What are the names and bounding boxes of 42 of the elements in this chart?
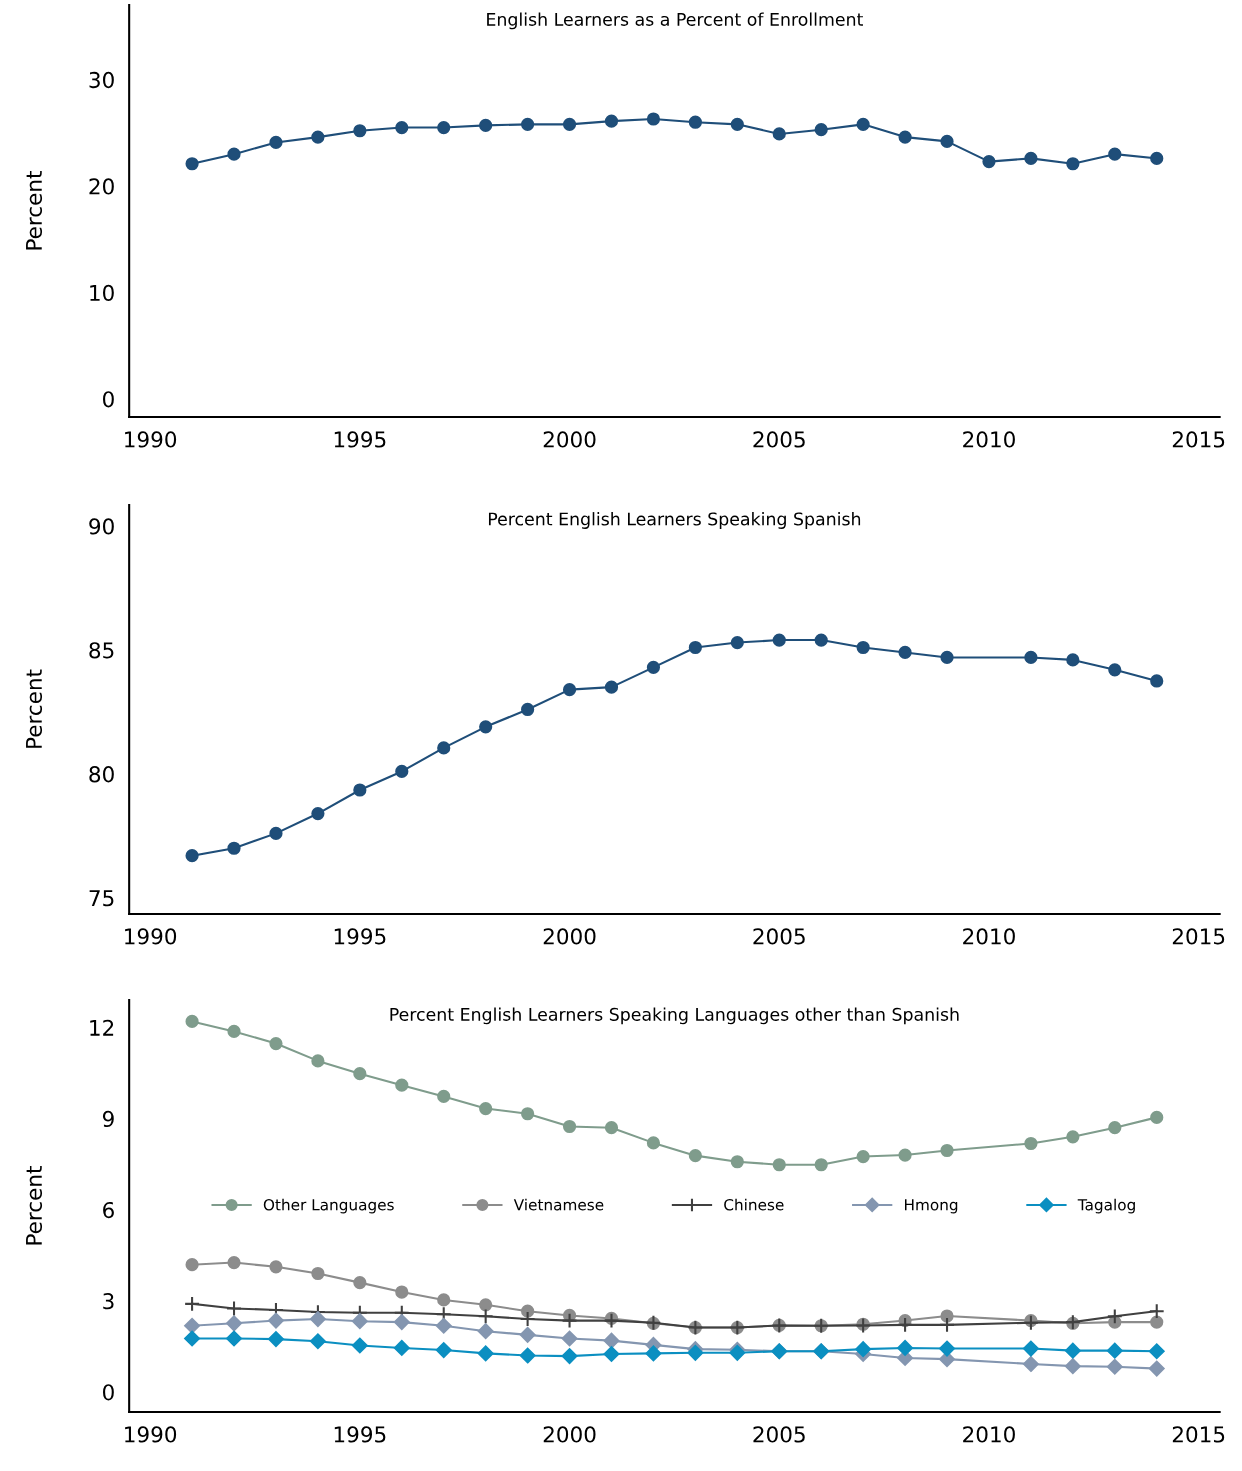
x-tick-label: 1990 xyxy=(125,431,177,448)
y-tick-label: 80 xyxy=(89,766,114,783)
y-axis-title: Percent xyxy=(26,1166,43,1245)
y-tick-label: 9 xyxy=(102,1110,114,1128)
legend-label: Chinese xyxy=(724,1198,784,1211)
x-tick-label: 2005 xyxy=(753,928,805,945)
x-tick-label: 1995 xyxy=(334,1426,386,1443)
chart-title: Percent English Learners Speaking Languages other than Spanish xyxy=(390,1007,959,1025)
legend-label: Hmong xyxy=(905,1199,958,1214)
y-tick-label: 75 xyxy=(89,890,114,907)
y-tick-label: 10 xyxy=(90,284,114,301)
y-axis-title: Percent xyxy=(26,669,43,748)
y-axis-title: Percent xyxy=(26,171,43,250)
x-tick-label: 2005 xyxy=(753,1426,805,1443)
y-tick-label: 3 xyxy=(103,1293,114,1310)
chart-title: English Learners as a Percent of Enrollment xyxy=(487,12,863,30)
y-tick-label: 20 xyxy=(89,178,114,195)
y-tick-label: 90 xyxy=(89,518,114,535)
x-tick-label: 2000 xyxy=(543,928,596,945)
y-tick-label: 30 xyxy=(89,71,114,89)
x-tick-label: 2000 xyxy=(543,431,596,448)
y-tick-label: 0 xyxy=(103,391,114,408)
y-tick-label: 6 xyxy=(103,1201,114,1219)
x-tick-label: 2010 xyxy=(963,928,1015,945)
x-tick-label: 2010 xyxy=(963,431,1015,448)
x-tick-label: 1995 xyxy=(334,431,386,448)
x-tick-label: 2000 xyxy=(543,1426,596,1443)
x-tick-label: 1995 xyxy=(334,928,386,945)
legend-label: Tagalog xyxy=(1077,1198,1135,1214)
y-tick-label: 0 xyxy=(103,1384,114,1401)
x-tick-label: 2015 xyxy=(1172,1426,1225,1443)
legend-label: Other Languages xyxy=(263,1198,394,1214)
x-tick-label: 2005 xyxy=(753,431,805,448)
chart-title: Percent English Learners Speaking Spanish xyxy=(488,512,861,529)
legend-label: Vietnamese xyxy=(513,1198,604,1211)
x-tick-label: 1990 xyxy=(125,928,177,945)
x-tick-label: 2015 xyxy=(1172,431,1225,448)
x-tick-label: 2015 xyxy=(1172,928,1225,945)
x-tick-label: 1990 xyxy=(125,1426,177,1443)
y-tick-label: 85 xyxy=(89,642,114,659)
y-tick-label: 12 xyxy=(90,1019,114,1036)
x-tick-label: 2010 xyxy=(963,1426,1015,1443)
